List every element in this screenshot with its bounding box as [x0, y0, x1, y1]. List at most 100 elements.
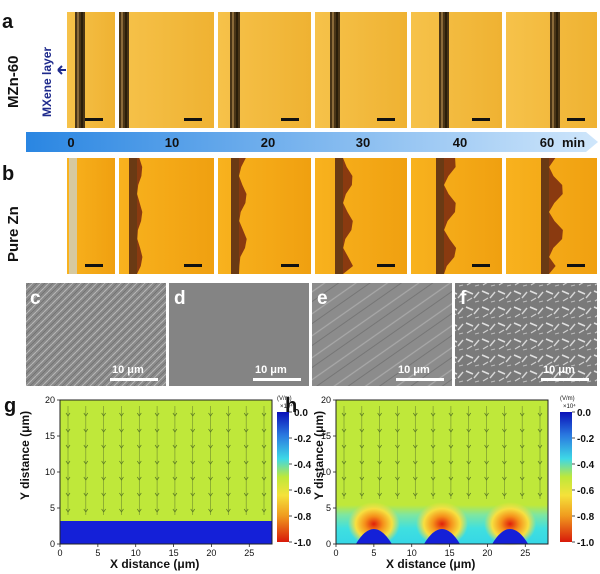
- panel-label-e: e: [317, 288, 328, 309]
- cbTicksH-tick-2: -0.4: [577, 460, 595, 471]
- scalebar-label-f: 10 μm: [543, 364, 575, 376]
- hAxes-xtick-25: 25: [520, 548, 530, 558]
- optical-b-panel-1: [119, 158, 214, 274]
- scalebar-label-d: 10 μm: [255, 364, 287, 376]
- optical-b-panel-0: [67, 158, 115, 274]
- sem-panel-d: [169, 283, 309, 386]
- gAxes-xtick-10: 10: [131, 548, 141, 558]
- sem-panel-c: [26, 283, 166, 386]
- hAxes-ytick-20: 20: [321, 395, 331, 405]
- h-hotspot-1: [416, 502, 468, 546]
- cbTicksG-tick-4: -0.8: [294, 512, 312, 523]
- hAxes-xtick-15: 15: [445, 548, 455, 558]
- optical-a-scalebar-4: [472, 118, 490, 121]
- h-ylabel: Y distance (μm): [312, 411, 326, 500]
- gAxes-xtick-5: 5: [95, 548, 100, 558]
- cbTicksH-tick-0: 0.0: [577, 408, 591, 419]
- colorbar-unit-g: (V/m): [277, 396, 292, 402]
- colorbar-h: [560, 412, 572, 542]
- gAxes-xtick-25: 25: [244, 548, 254, 558]
- row-b-label: Pure Zn: [5, 206, 22, 262]
- time-tick-60: 60: [540, 135, 554, 150]
- h-xlabel: X distance (μm): [386, 557, 475, 571]
- h-hotspot-2: [484, 502, 537, 546]
- cbTicksH-tick-4: -0.8: [577, 512, 595, 523]
- gAxes-ytick-5: 5: [50, 503, 55, 513]
- gAxes-ytick-15: 15: [45, 431, 55, 441]
- hAxes-xtick-5: 5: [371, 548, 376, 558]
- hAxes-xtick-10: 10: [407, 548, 417, 558]
- sem-panel-f: [455, 283, 597, 386]
- optical-a-panel-4: [411, 12, 502, 128]
- optical-a-scalebar-1: [184, 118, 202, 121]
- panel-label-a: a: [2, 11, 14, 33]
- optical-b-scalebar-1: [184, 264, 202, 267]
- mxene-annotation: MXene layer: [40, 47, 54, 117]
- optical-a-panel-3: [315, 12, 407, 128]
- gAxes-xtick-15: 15: [169, 548, 179, 558]
- cbTicksH-tick-5: -1.0: [577, 538, 595, 549]
- panel-label-f: f: [460, 288, 467, 309]
- panel-label-d: d: [174, 288, 186, 309]
- gAxes-ytick-10: 10: [45, 467, 55, 477]
- cbTicksG-tick-2: -0.4: [294, 460, 312, 471]
- cbTicksG-tick-1: -0.2: [294, 434, 312, 445]
- hBumps-protrusion-0: [355, 529, 392, 544]
- h-hotspot-0: [347, 502, 400, 546]
- colorbar-unit-h: (V/m): [560, 396, 575, 402]
- row-b-optical: [67, 158, 597, 274]
- row-a-optical: [67, 12, 597, 128]
- time-ticks: 0 10 20 30 40 60: [67, 135, 554, 150]
- hBumps-protrusion-1: [424, 529, 460, 544]
- time-unit: min: [562, 135, 585, 150]
- row-a-label: MZn-60: [5, 56, 22, 109]
- optical-a-panel-2: [218, 12, 311, 128]
- cbTicksH-tick-3: -0.6: [577, 486, 595, 497]
- mxene-arrow-icon: [57, 65, 66, 75]
- optical-b-scalebar-5: [567, 264, 585, 267]
- sem-panel-e: [312, 283, 452, 386]
- gAxes-ytick-20: 20: [45, 395, 55, 405]
- optical-b-scalebar-2: [281, 264, 299, 267]
- hAxes-ytick-15: 15: [321, 431, 331, 441]
- optical-a-scalebar-3: [377, 118, 395, 121]
- sim-panel-h: [335, 399, 549, 546]
- optical-a-panel-5: [506, 12, 597, 128]
- gBumps-protrusion-0: [79, 529, 116, 544]
- optical-a-scalebar-2: [281, 118, 299, 121]
- panel-label-b: b: [2, 163, 14, 185]
- optical-a-scalebar-5: [567, 118, 585, 121]
- gAxes-xtick-20: 20: [206, 548, 216, 558]
- hAxes-ytick-5: 5: [326, 503, 331, 513]
- time-tick-40: 40: [453, 135, 467, 150]
- g-ylabel: Y distance (μm): [18, 411, 32, 500]
- panel-label-g: g: [4, 395, 16, 417]
- scalebar-label-c: 10 μm: [112, 364, 144, 376]
- optical-b-scalebar-4: [472, 264, 490, 267]
- optical-a-panel-1: [119, 12, 214, 128]
- colorbar-g: [277, 412, 289, 542]
- colorbar-exp-g: ×10⁴: [280, 403, 293, 410]
- time-tick-10: 10: [165, 135, 179, 150]
- cbTicksG-tick-0: 0.0: [294, 408, 308, 419]
- panel-label-h: h: [285, 395, 297, 417]
- optical-b-panel-5: [506, 158, 597, 274]
- sem-row: [26, 283, 597, 386]
- hAxes-ytick-10: 10: [321, 467, 331, 477]
- gBumps-protrusion-1: [148, 529, 184, 544]
- optical-b-panel-4: [411, 158, 502, 274]
- optical-b-scalebar-0: [85, 264, 103, 267]
- hAxes-ytick-0: 0: [326, 539, 331, 549]
- optical-a-panel-0: [67, 12, 115, 128]
- time-tick-0: 0: [67, 135, 74, 150]
- g-xlabel: X distance (μm): [110, 557, 199, 571]
- time-tick-30: 30: [356, 135, 370, 150]
- scalebar-label-e: 10 μm: [398, 364, 430, 376]
- time-tick-20: 20: [261, 135, 275, 150]
- hAxes-xtick-20: 20: [482, 548, 492, 558]
- cbTicksH-tick-1: -0.2: [577, 434, 595, 445]
- hAxes-xtick-0: 0: [333, 548, 338, 558]
- optical-b-panel-3: [315, 158, 407, 274]
- sem-scalebars: [110, 378, 589, 381]
